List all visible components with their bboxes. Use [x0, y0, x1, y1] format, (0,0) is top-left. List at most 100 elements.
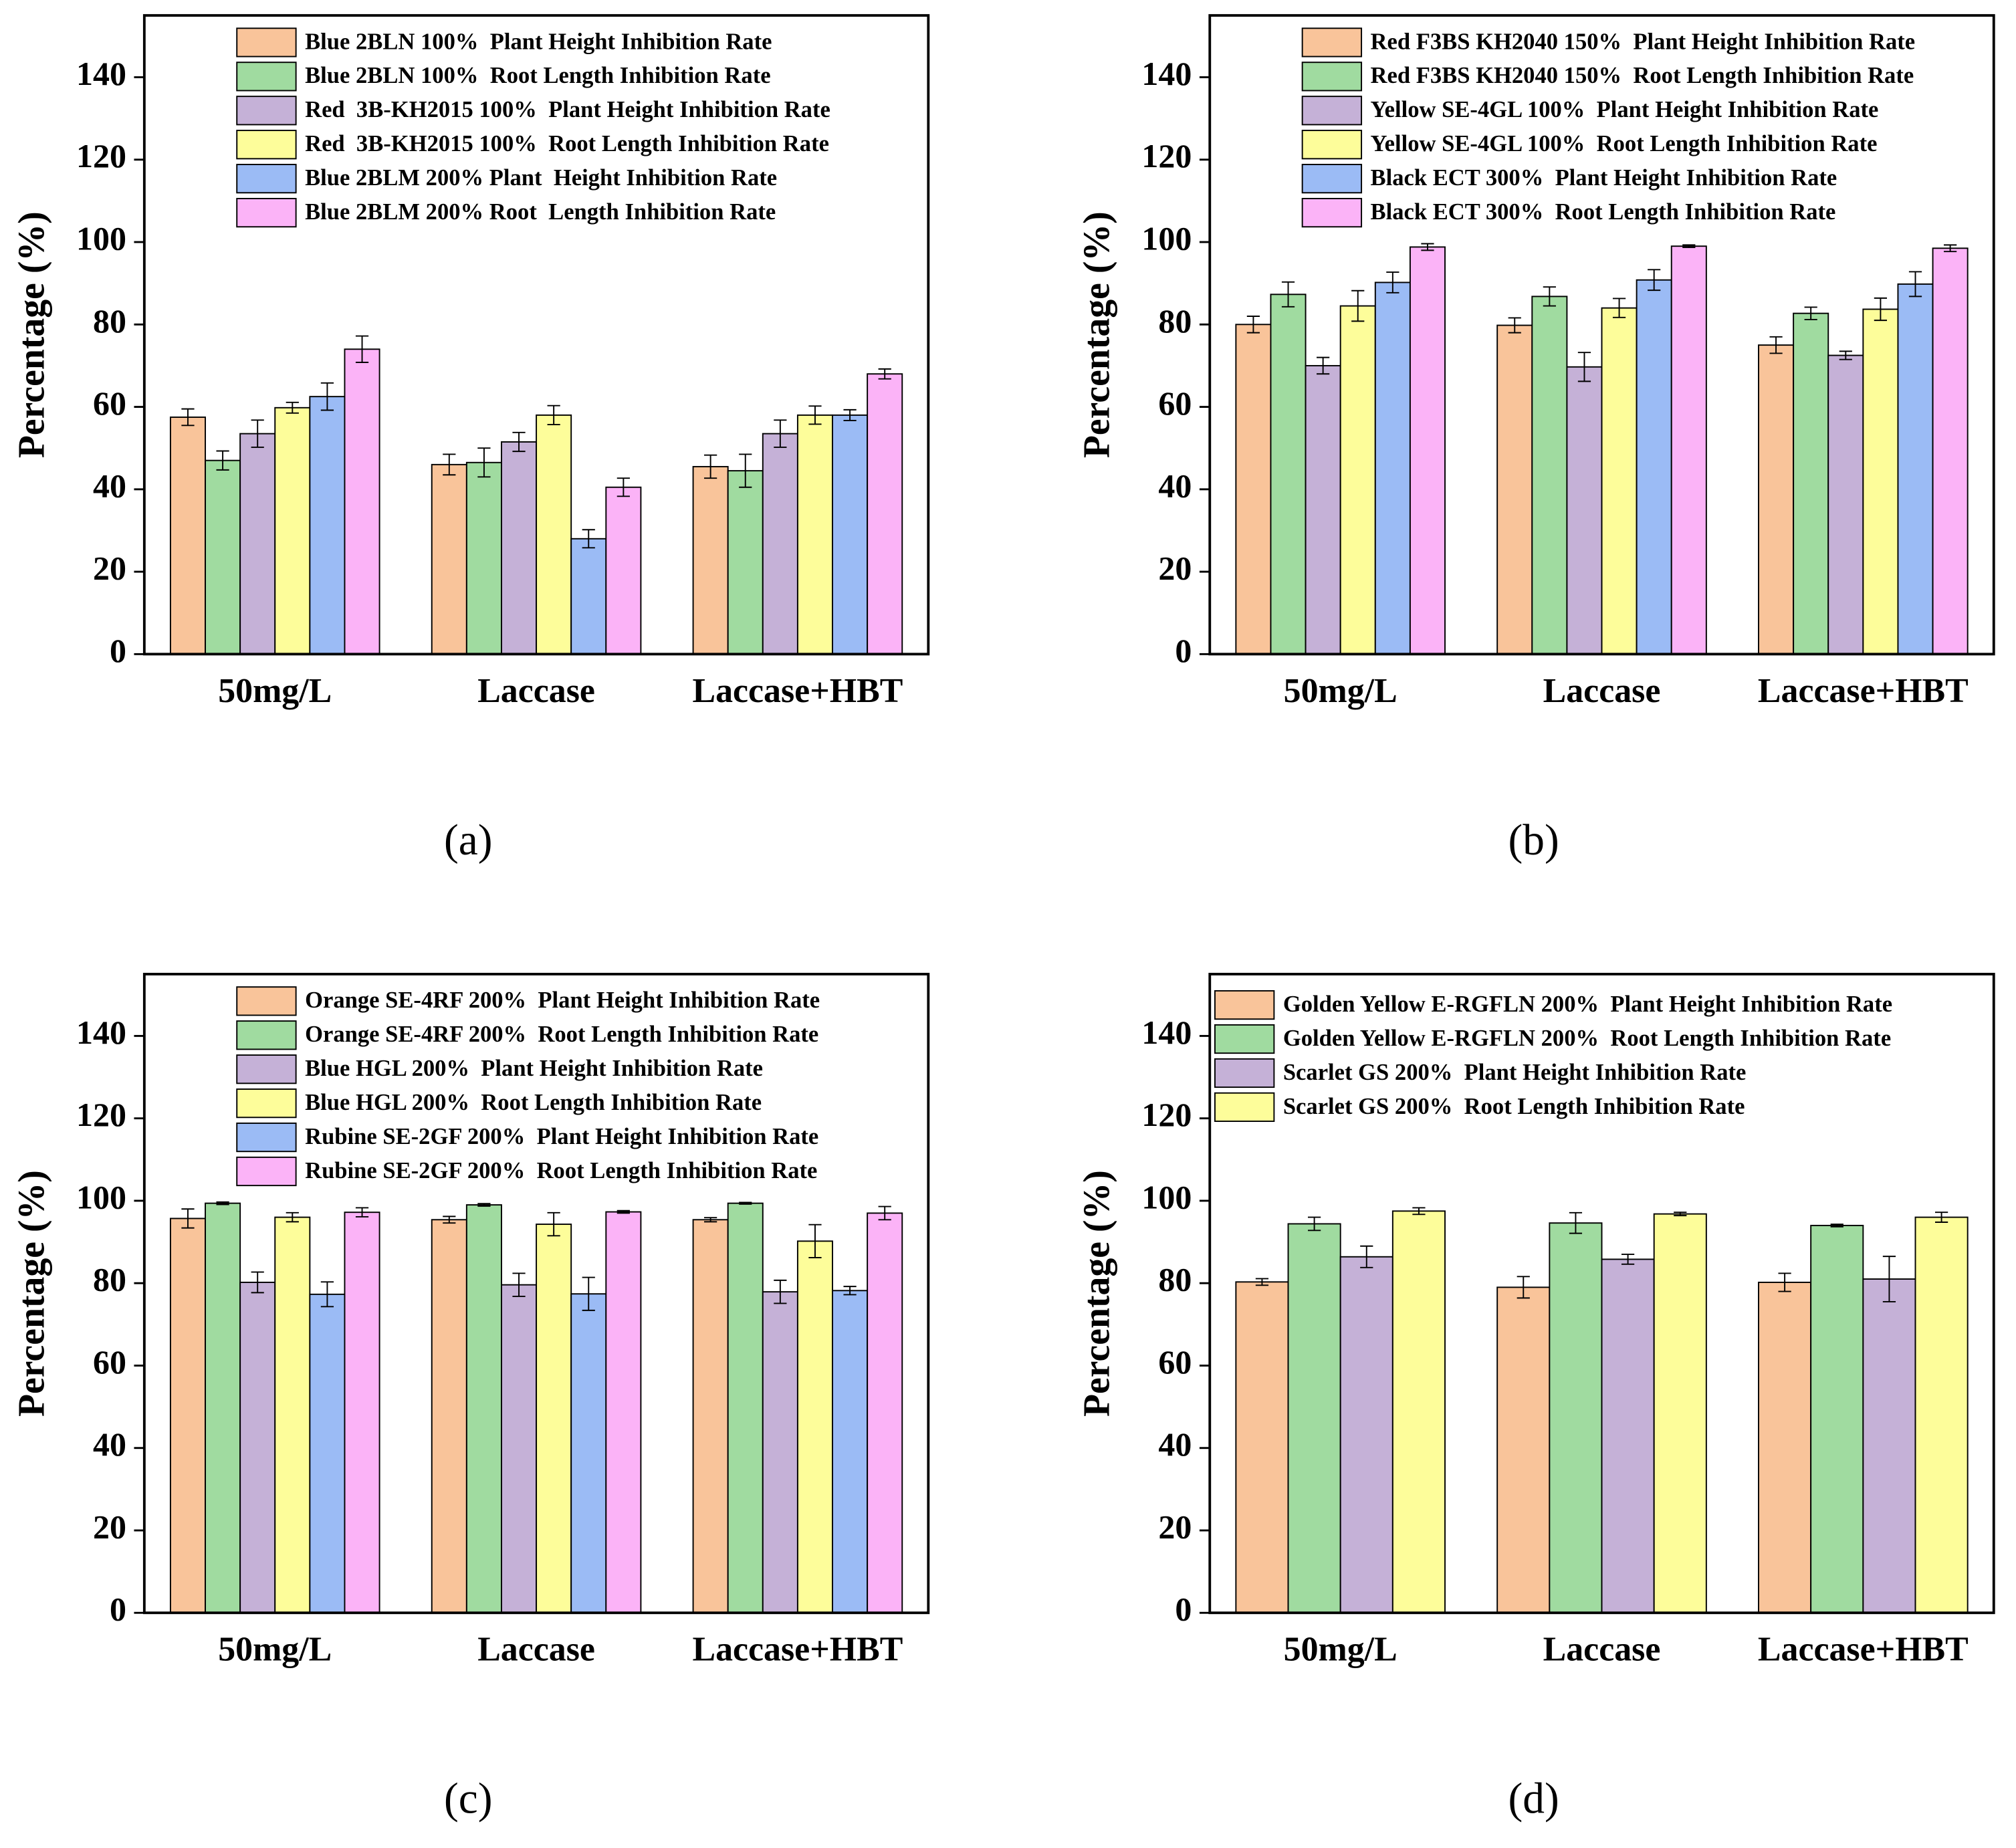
y-tick-label: 60 — [93, 384, 126, 422]
x-tick-label: Laccase+HBT — [692, 1631, 903, 1669]
error-bar — [1307, 1216, 1321, 1232]
error-bar — [1621, 1254, 1635, 1265]
error-bar — [1882, 1256, 1896, 1302]
error-bar — [1830, 1224, 1843, 1228]
legend-swatch — [236, 27, 297, 57]
legend-swatch — [236, 1088, 297, 1119]
bar — [727, 1202, 764, 1614]
bar — [1793, 312, 1829, 655]
error-bar — [1839, 350, 1852, 360]
error-bar — [739, 453, 752, 488]
bar — [1810, 1224, 1864, 1614]
bar — [605, 486, 642, 655]
x-tick-label: Laccase+HBT — [1758, 1631, 1969, 1669]
legend-swatch — [1301, 62, 1363, 92]
legend-label: Blue 2BLN 100% Plant Height Inhibition R… — [305, 29, 772, 54]
y-tick-label: 80 — [1158, 1261, 1192, 1298]
bar — [1914, 1216, 1969, 1614]
legend-swatch — [236, 198, 297, 228]
x-tick-label: 50mg/L — [218, 672, 332, 710]
y-tick-label: 140 — [76, 55, 126, 92]
legend-label: Blue 2BLM 200% Plant Height Inhibition R… — [305, 165, 777, 191]
bar — [1636, 279, 1672, 655]
bar — [1758, 1282, 1812, 1614]
legend-swatch — [1214, 1058, 1275, 1088]
legend-swatch — [236, 164, 297, 194]
error-bar — [216, 1201, 229, 1205]
legend-label: Golden Yellow E-RGFLN 200% Root Length I… — [1283, 1026, 1891, 1051]
bar — [205, 459, 241, 655]
y-tick-label: 120 — [76, 137, 126, 175]
y-tick-label: 120 — [1141, 1096, 1192, 1133]
bar — [1566, 366, 1603, 655]
bar — [1670, 245, 1707, 655]
bar — [1549, 1222, 1603, 1614]
error-bar — [512, 1272, 526, 1297]
error-bar — [216, 450, 229, 471]
bar — [1287, 1223, 1341, 1614]
error-bar — [320, 382, 334, 411]
legend-label: Rubine SE-2GF 200% Root Length Inhibitio… — [305, 1158, 817, 1183]
error-bar — [1577, 352, 1591, 382]
error-bar — [1674, 1211, 1687, 1217]
legend-label: Blue HGL 200% Root Length Inhibition Rat… — [305, 1090, 762, 1115]
legend-swatch — [236, 1054, 297, 1084]
error-bar — [286, 401, 299, 414]
panel: 0 20 40 60 80 100 120 140 50mg/L Laccase Laccase+H… — [1077, 14, 1995, 864]
error-bar — [878, 1205, 891, 1221]
y-tick-label: 0 — [1175, 1591, 1192, 1628]
legend-swatch — [1301, 198, 1363, 228]
y-axis-title: Percentage (%) — [11, 211, 52, 458]
legend-swatch — [236, 1156, 297, 1187]
y-tick-label: 20 — [1158, 1508, 1192, 1545]
bar — [762, 1291, 798, 1614]
error-bar — [547, 405, 560, 426]
error-bar — [512, 431, 526, 453]
bar — [570, 538, 607, 655]
y-tick-label: 20 — [1158, 550, 1192, 587]
bar — [867, 373, 903, 655]
bar — [605, 1211, 642, 1614]
bar — [1235, 1281, 1289, 1614]
y-tick-label: 40 — [93, 467, 126, 504]
legend-label: Blue 2BLM 200% Root Length Inhibition Ra… — [305, 199, 776, 225]
bar — [832, 414, 869, 655]
y-tick-label: 120 — [76, 1096, 126, 1133]
error-bar — [1543, 286, 1556, 307]
bar — [796, 414, 833, 655]
bar — [1601, 307, 1638, 655]
legend-swatch — [1214, 990, 1275, 1020]
bar — [796, 1240, 833, 1614]
bar — [169, 1218, 206, 1614]
y-tick-label: 100 — [1141, 220, 1192, 257]
y-tick-label: 40 — [93, 1425, 126, 1463]
legend-label: Yellow SE-4GL 100% Plant Height Inhibiti… — [1371, 97, 1879, 122]
bar — [1409, 246, 1446, 655]
error-bar — [1874, 297, 1888, 322]
bar — [205, 1202, 241, 1614]
plot-frame — [142, 14, 930, 656]
error-bar — [582, 529, 595, 549]
error-bar — [1778, 1272, 1791, 1292]
y-tick-label: 80 — [93, 1261, 126, 1298]
x-tick-label: Laccase — [1543, 1631, 1661, 1669]
bar — [309, 396, 346, 655]
bar — [1862, 1278, 1916, 1614]
legend-swatch — [1214, 1092, 1275, 1123]
error-bar — [181, 408, 195, 427]
error-bar — [443, 453, 456, 476]
error-bar — [1421, 243, 1434, 251]
y-tick-label: 60 — [1158, 1343, 1192, 1381]
bar — [1897, 283, 1934, 655]
plot-frame — [1208, 14, 1995, 656]
error-bar — [547, 1211, 560, 1237]
error-bar — [1281, 281, 1295, 308]
bar — [1827, 354, 1864, 655]
panel-label: (c) — [444, 1775, 493, 1823]
bar — [1270, 294, 1307, 655]
error-bar — [320, 1281, 334, 1308]
error-bar — [1255, 1278, 1269, 1286]
bar — [1374, 281, 1411, 655]
error-bar — [704, 1217, 717, 1223]
error-bar — [617, 477, 630, 497]
